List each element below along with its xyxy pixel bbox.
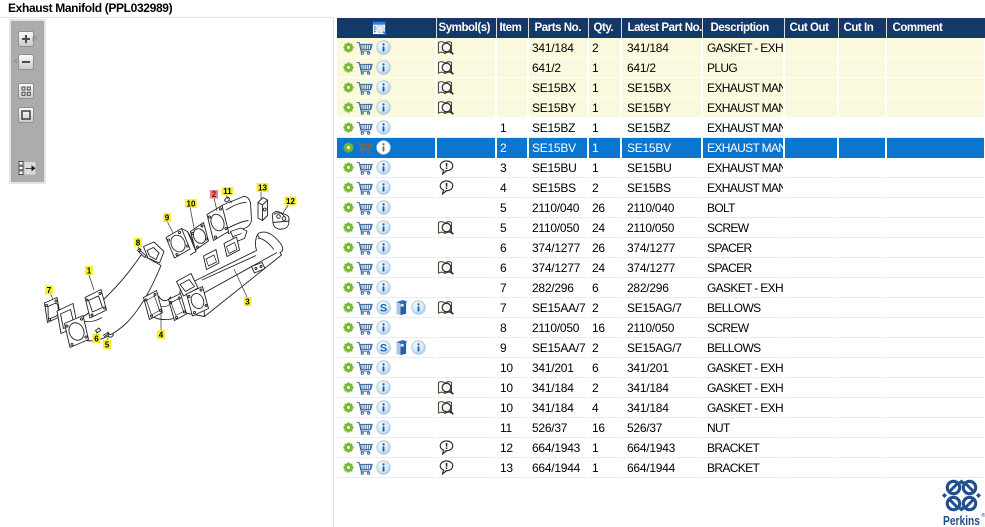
svg-text:9: 9 bbox=[165, 214, 170, 223]
svg-text:13: 13 bbox=[258, 184, 267, 193]
svg-text:7: 7 bbox=[47, 286, 52, 295]
svg-text:6: 6 bbox=[94, 335, 99, 344]
svg-text:1: 1 bbox=[87, 267, 92, 276]
svg-text:2: 2 bbox=[212, 190, 217, 199]
svg-text:12: 12 bbox=[286, 197, 295, 206]
svg-text:4: 4 bbox=[159, 331, 164, 340]
svg-text:5: 5 bbox=[105, 341, 110, 350]
svg-text:®: ® bbox=[982, 512, 985, 519]
svg-text:8: 8 bbox=[136, 239, 141, 248]
svg-text:10: 10 bbox=[187, 200, 196, 209]
svg-text:11: 11 bbox=[223, 187, 232, 196]
svg-text:3: 3 bbox=[245, 298, 250, 307]
svg-text:Perkins: Perkins bbox=[943, 513, 980, 527]
